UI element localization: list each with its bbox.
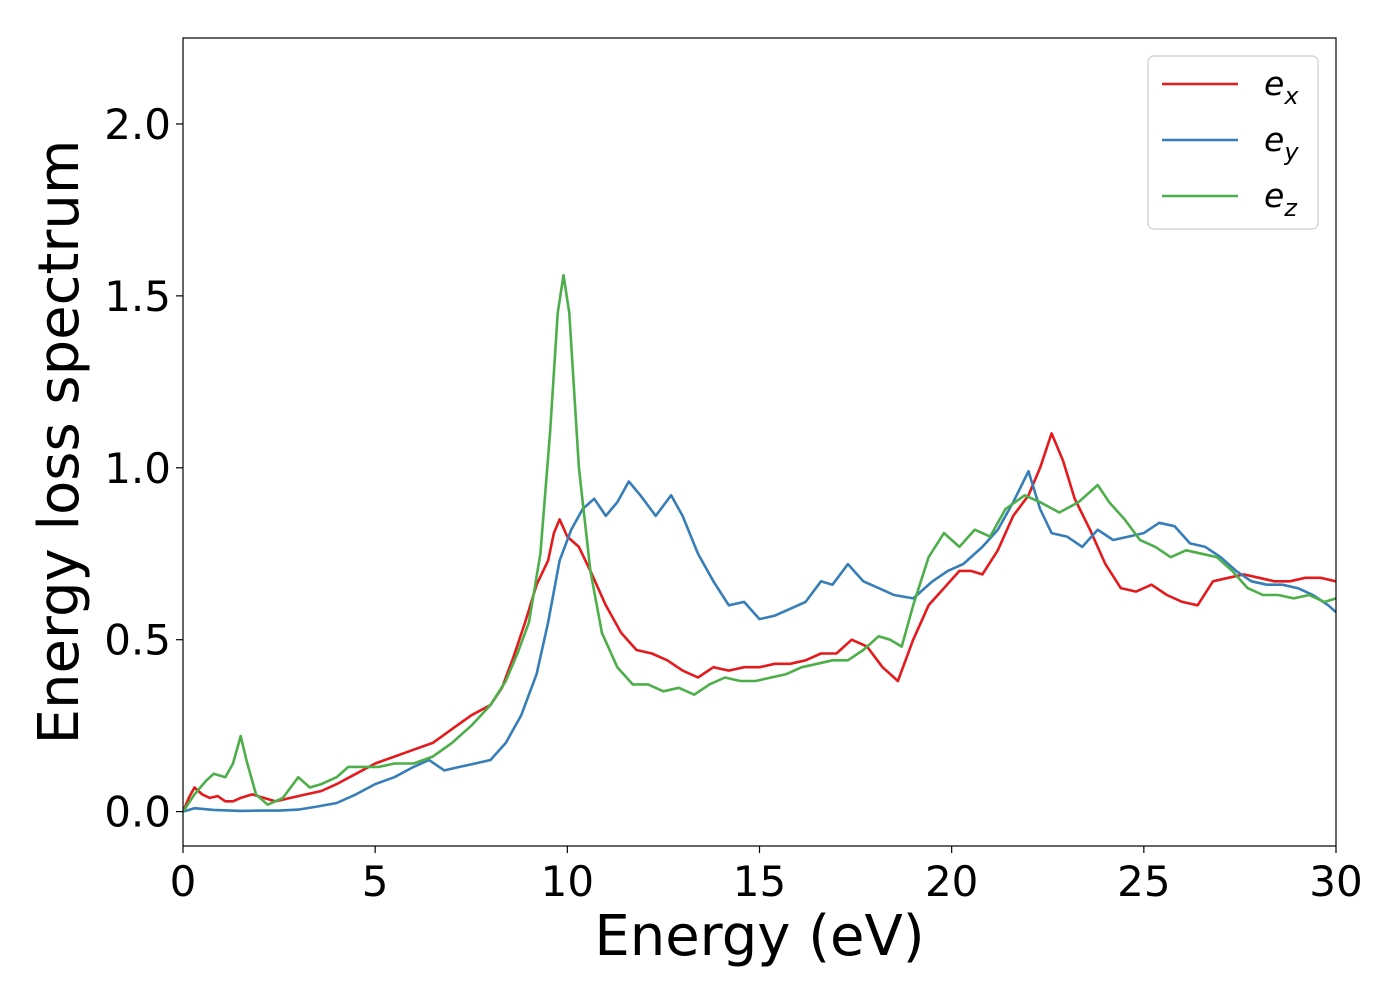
y-axis: 0.0 0.5 1.0 1.5 2.0 [104, 100, 183, 837]
x-tick-label: 0 [170, 857, 197, 906]
x-tick-label: 25 [1117, 857, 1170, 906]
legend-label-x: ex [1264, 64, 1299, 110]
x-axis: 0 5 10 15 20 25 30 [170, 846, 1363, 906]
legend-label-main: e [1264, 120, 1284, 159]
y-tick-label: 0.0 [104, 788, 171, 837]
x-axis-title: Energy (eV) [594, 904, 924, 969]
legend-label-subscript: z [1283, 194, 1298, 222]
legend-label-subscript: y [1283, 138, 1299, 166]
legend-label-main: e [1264, 64, 1284, 103]
series-layer [183, 273, 1336, 813]
legend-label-main: e [1264, 176, 1284, 215]
y-tick-label: 1.5 [104, 272, 171, 321]
series-line-z [183, 273, 1336, 813]
series-line-x [183, 432, 1336, 813]
x-tick-label: 15 [733, 857, 786, 906]
x-tick-label: 10 [541, 857, 594, 906]
y-axis-title: Energy loss spectrum [27, 140, 92, 745]
y-tick-label: 0.5 [104, 616, 171, 665]
legend-box [1147, 55, 1319, 230]
y-tick-label: 2.0 [104, 100, 171, 149]
x-tick-label: 20 [925, 857, 978, 906]
series-line-y [183, 469, 1336, 813]
x-tick-label: 5 [362, 857, 389, 906]
y-tick-label: 1.0 [104, 444, 171, 493]
legend-label-z: ez [1264, 176, 1298, 222]
legend-label-subscript: x [1283, 82, 1299, 110]
legend-label-y: ey [1264, 120, 1299, 166]
x-tick-label: 30 [1309, 857, 1362, 906]
